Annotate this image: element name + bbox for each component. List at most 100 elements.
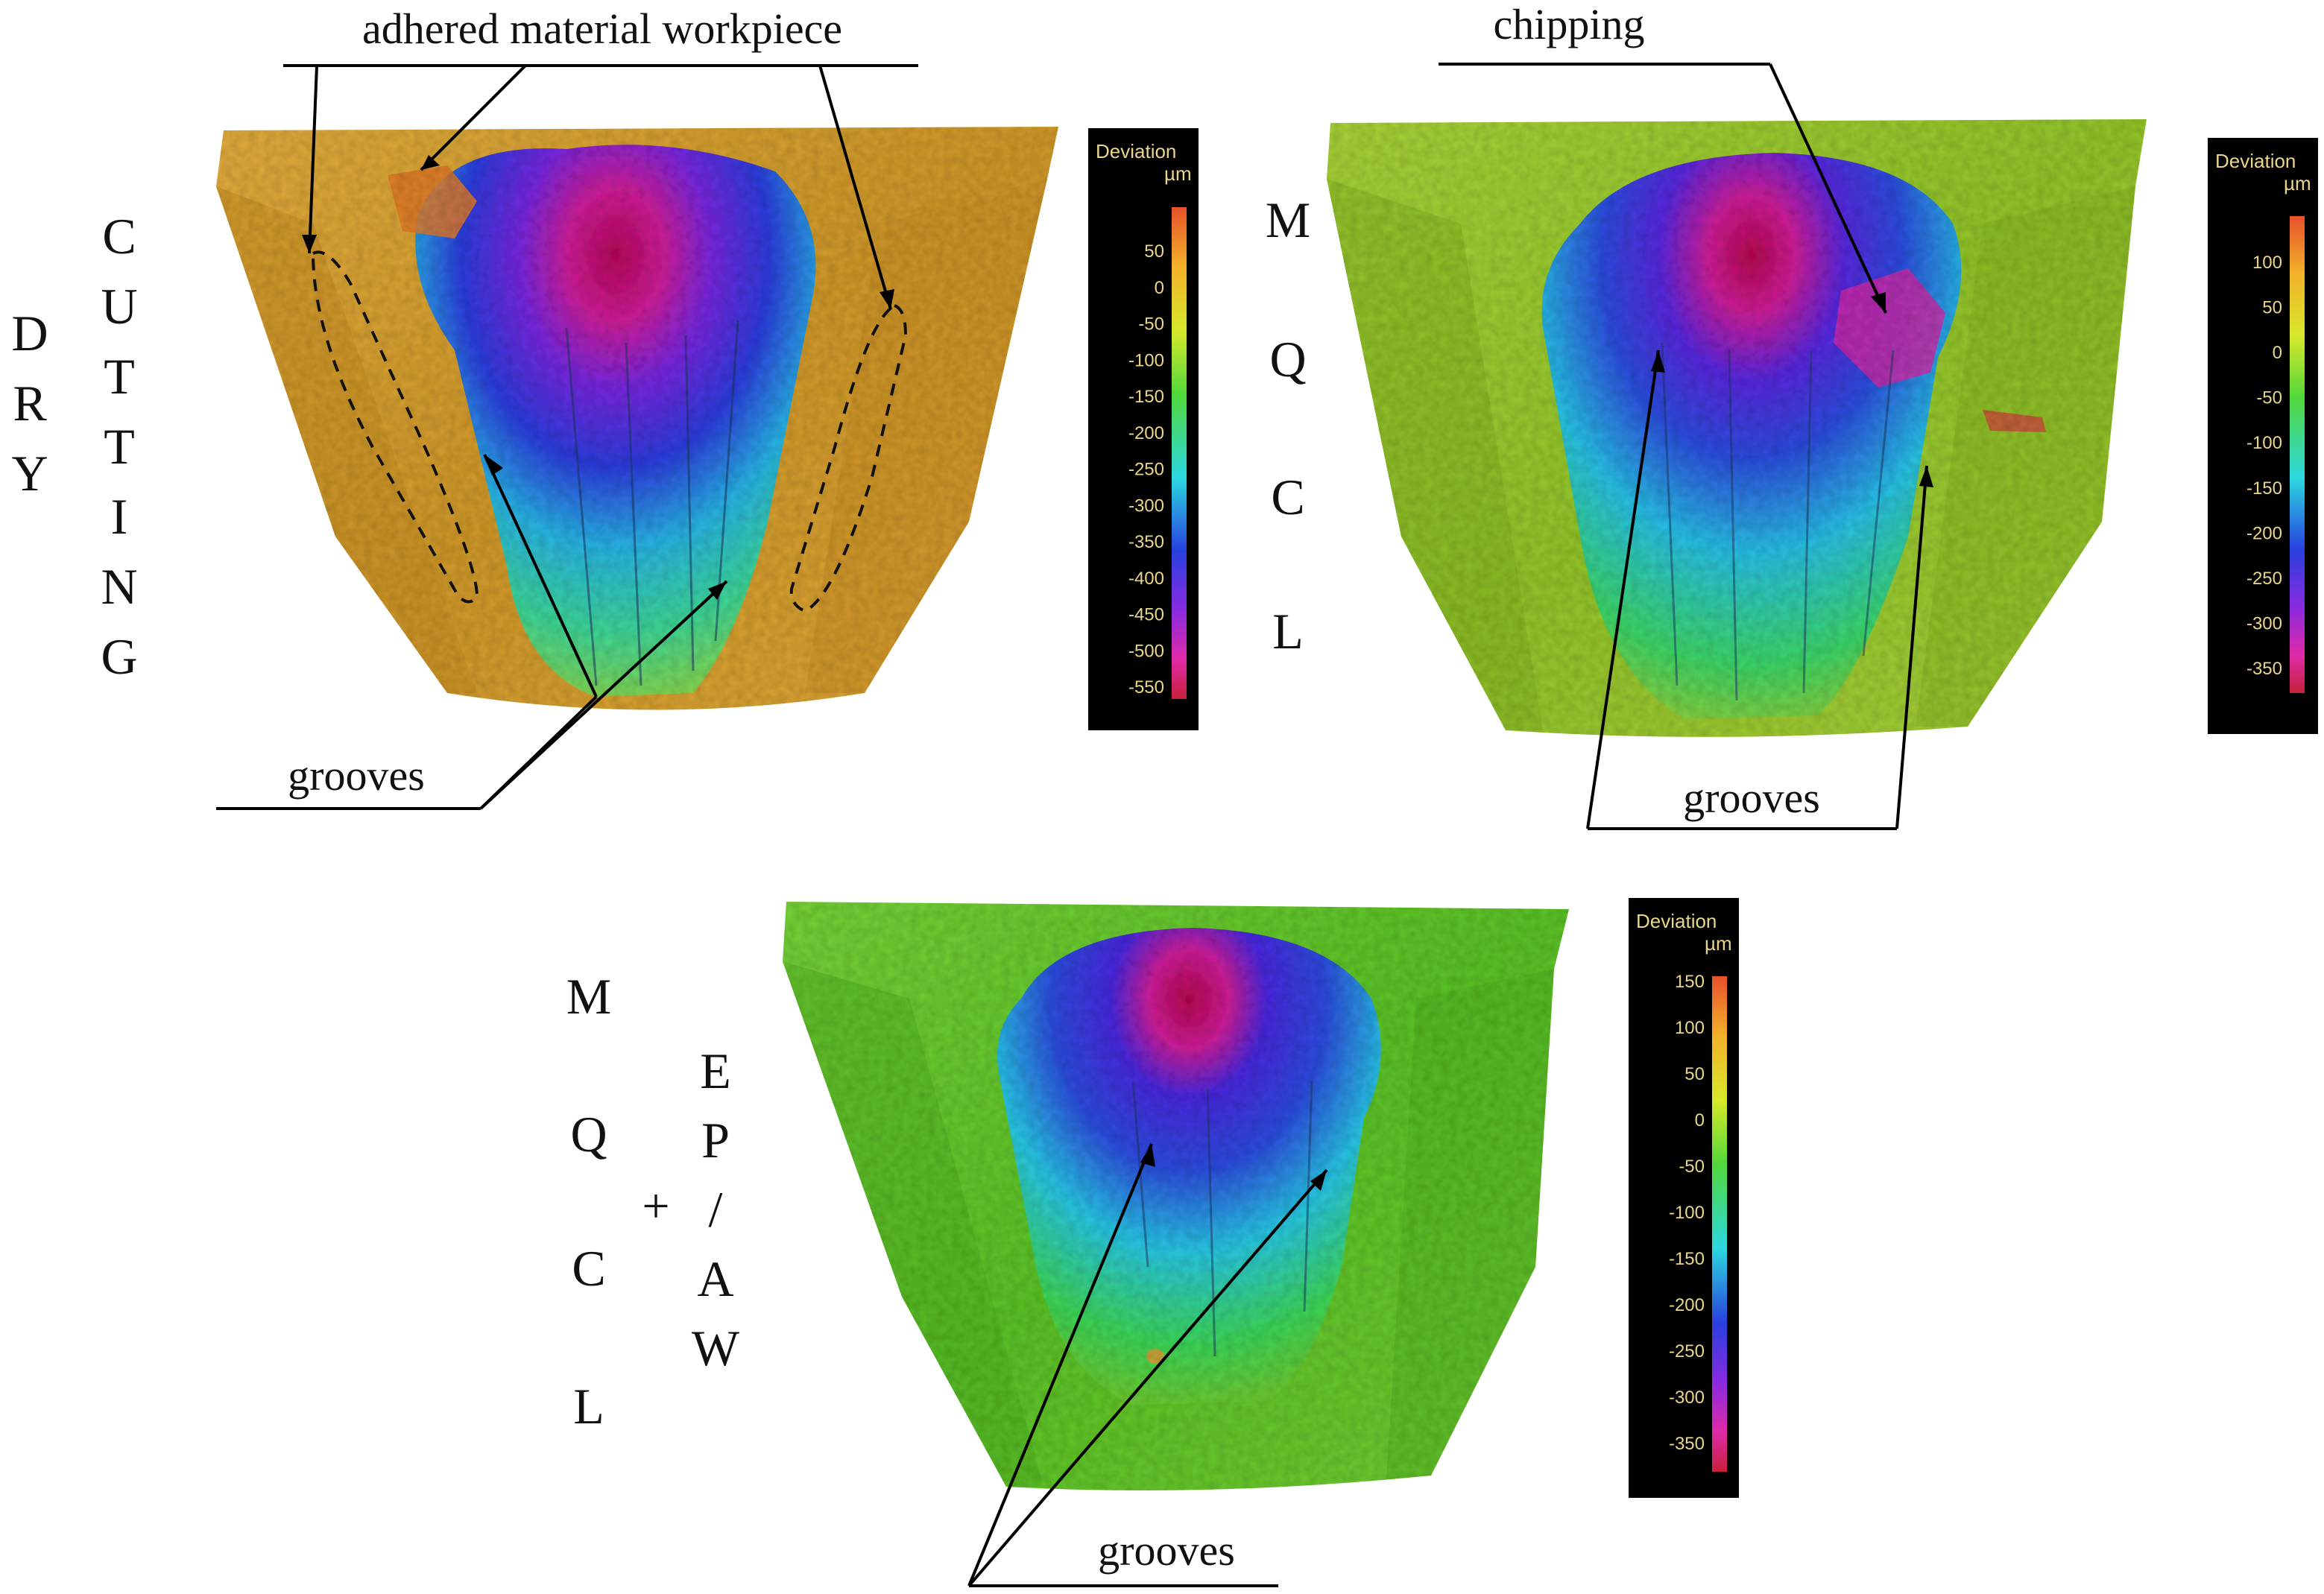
- colorbar-tick-label: -100: [2246, 433, 2282, 453]
- condition-letter: C: [1271, 469, 1304, 525]
- mqcl-insert-left-face: [1327, 179, 1543, 730]
- condition-letter: E: [700, 1043, 731, 1099]
- condition-letter: I: [111, 488, 128, 545]
- epaw-insert-left-face: [783, 961, 1043, 1487]
- mqcl-grooves: [1661, 342, 1895, 701]
- colorbar-tick-label: -150: [1669, 1249, 1705, 1269]
- mqcl-chipping: [1834, 268, 1945, 388]
- colorbar-tick-label: 0: [2273, 343, 2282, 363]
- colorbar-tick-label: 100: [1675, 1018, 1705, 1038]
- adhered-arrow-right: [818, 65, 892, 310]
- condition-letter: M: [1266, 192, 1310, 248]
- annotation-grooves-dry: grooves: [288, 751, 425, 800]
- colorbar-tick-label: -100: [1669, 1203, 1705, 1223]
- grooves-epaw-arrow-right: [967, 1168, 1328, 1587]
- mqcl-epaw-insert: [783, 902, 1569, 1490]
- colorbar-dry-ticks: 50 0 -50 -100 -150 -200 -250 -300 -350 -400 -450 -5…: [1128, 241, 1164, 698]
- colorbar-epaw-title: Deviation: [1636, 910, 1717, 932]
- dry-cutting-insert: [216, 127, 1058, 710]
- condition-letter: C: [572, 1240, 605, 1297]
- colorbar-tick-label: -250: [1669, 1341, 1705, 1361]
- condition-letter: /: [709, 1181, 723, 1238]
- annotation-grooves-epaw: grooves: [1098, 1526, 1235, 1575]
- condition-letter: Y: [11, 445, 48, 502]
- condition-letter: T: [104, 348, 135, 405]
- colorbar-tick-label: 50: [1684, 1064, 1705, 1084]
- dry-adhered-material: [388, 165, 477, 238]
- annotation-chipping: chipping: [1494, 0, 1645, 48]
- condition-letter: M: [566, 968, 611, 1025]
- colorbar-tick-label: -450: [1128, 605, 1164, 625]
- condition-letter: Q: [1269, 331, 1306, 388]
- colorbar-tick-label: 100: [2252, 253, 2282, 273]
- condition-letter: G: [101, 628, 137, 685]
- colorbar-dry-title: Deviation: [1096, 140, 1176, 162]
- colorbar-mqcl-title: Deviation: [2215, 150, 2296, 172]
- colorbar-dry: Deviation µm 50 0 -50 -100 -150 -200 -250 -300 -…: [1088, 128, 1199, 730]
- colorbar-tick-label: -350: [2246, 659, 2282, 679]
- colorbar-tick-label: 150: [1675, 972, 1705, 992]
- mqcl-label-column-top: M Q C L: [1266, 192, 1310, 660]
- annotation-adhered-material: adhered material workpiece: [362, 4, 842, 53]
- colorbar-tick-label: -550: [1128, 677, 1164, 698]
- plus-sign: +: [642, 1179, 669, 1233]
- dry-insert-left-face: [216, 186, 477, 693]
- dry-label-column-left: DRY: [11, 305, 48, 502]
- condition-letter: L: [1272, 603, 1304, 660]
- colorbar-tick-label: -250: [1128, 460, 1164, 480]
- epaw-label-column: EP / AW: [692, 1043, 740, 1376]
- grooves-dry-arrow-left: [483, 454, 598, 698]
- mqcl-side-debris: [1983, 410, 2046, 432]
- condition-letter: U: [101, 278, 137, 335]
- colorbar-tick-label: -350: [1669, 1434, 1705, 1454]
- grooves-mqcl-arrow-right: [1895, 465, 1928, 829]
- colorbar-tick-label: -50: [1138, 314, 1164, 335]
- colorbar-tick-label: -300: [2246, 613, 2282, 633]
- colorbar-tick-label: 50: [2262, 298, 2282, 318]
- colorbar-tick-label: -50: [1679, 1157, 1705, 1177]
- colorbar-tick-label: -350: [1128, 532, 1164, 552]
- chipping-arrow: [1769, 63, 1887, 314]
- colorbar-mqcl-ticks: 100 50 0 -50 -100 -150 -200 -250 -300 -350: [2246, 253, 2282, 679]
- colorbar-epaw-ticks: 150 100 50 0 -50 -100 -150 -200 -250 -300 -350: [1669, 972, 1705, 1454]
- colorbar-tick-label: 0: [1695, 1110, 1705, 1130]
- colorbar-tick-label: -250: [2246, 569, 2282, 589]
- condition-letter: W: [692, 1320, 740, 1376]
- colorbar-epaw: Deviation µm 150 100 50 0 -50 -100 -150 -200 -25…: [1629, 898, 1739, 1498]
- epaw-insert-right-face: [1386, 969, 1554, 1479]
- colorbar-tick-label: -100: [1128, 350, 1164, 370]
- grooves-epaw-arrow-left: [967, 1143, 1153, 1587]
- adhered-arrow-center: [420, 64, 527, 171]
- colorbar-tick-label: -200: [1128, 423, 1164, 443]
- condition-letter: R: [13, 375, 47, 431]
- adhered-arrow-left: [308, 65, 318, 254]
- condition-letter: D: [11, 305, 48, 361]
- colorbar-tick-label: -200: [1669, 1295, 1705, 1315]
- colorbar-tick-label: -300: [1128, 496, 1164, 516]
- mqcl-insert-right-face: [1916, 186, 2135, 727]
- grooves-mqcl-arrow-left: [1586, 350, 1660, 829]
- condition-letter: C: [102, 208, 136, 265]
- colorbar-tick-label: -200: [2246, 523, 2282, 543]
- colorbar-tick-label: -150: [1128, 387, 1164, 407]
- condition-letter: L: [573, 1378, 604, 1435]
- condition-letter: A: [697, 1250, 733, 1307]
- condition-letter: N: [101, 558, 137, 615]
- colorbar-dry-unit: µm: [1164, 162, 1192, 185]
- condition-letter: T: [104, 418, 135, 475]
- mqcl-label-column-bottom: M Q C L: [566, 968, 611, 1435]
- dry-crater: [415, 145, 816, 698]
- colorbar-tick-label: -500: [1128, 641, 1164, 661]
- epaw-droplet: [1146, 1349, 1164, 1364]
- colorbar-tick-label: -50: [2256, 388, 2282, 408]
- colorbar-tick-label: -400: [1128, 569, 1164, 589]
- mqcl-insert: [1327, 119, 2147, 737]
- dry-insert-right-face: [805, 179, 1047, 693]
- dry-dashed-region-left: [311, 250, 479, 604]
- condition-letter: Q: [570, 1106, 607, 1163]
- colorbar-tick-label: 50: [1144, 241, 1164, 262]
- grooves-dry-link: [479, 695, 598, 810]
- colorbar-tick-label: -150: [2246, 478, 2282, 499]
